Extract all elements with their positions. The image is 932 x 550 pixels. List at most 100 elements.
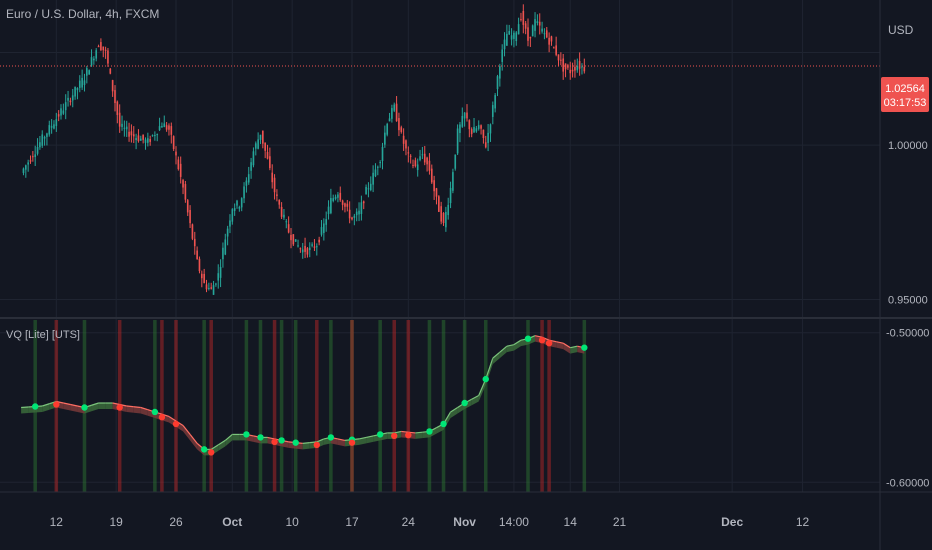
candle-body[interactable] [285,221,288,223]
candle-body[interactable] [346,203,349,207]
candle-body[interactable] [315,246,318,248]
candle-body[interactable] [100,42,102,51]
candle-body[interactable] [391,108,393,119]
candle-body[interactable] [423,153,426,163]
candle-body[interactable] [102,46,105,51]
candle-body[interactable] [297,245,299,247]
candle-body[interactable] [337,194,339,198]
candle-body[interactable] [414,160,417,167]
candle-body[interactable] [71,95,74,101]
time-tick-label[interactable]: 19 [109,515,123,529]
candle-body[interactable] [320,227,323,235]
candle-body[interactable] [215,283,217,285]
candle-body[interactable] [36,146,39,154]
candle-body[interactable] [107,50,109,64]
candle-body[interactable] [522,11,525,25]
candle-body[interactable] [179,163,182,177]
candle-body[interactable] [374,169,377,177]
candle-body[interactable] [182,180,184,188]
candle-body[interactable] [46,133,48,137]
candle-body[interactable] [32,156,34,158]
candle-body[interactable] [252,151,255,166]
candle-body[interactable] [64,102,67,111]
candle-body[interactable] [306,248,309,255]
candle-body[interactable] [93,58,95,61]
candle-body[interactable] [262,130,264,144]
candle-body[interactable] [334,196,337,199]
candle-body[interactable] [233,208,236,211]
candle-body[interactable] [318,239,320,243]
candle-body[interactable] [426,157,428,165]
candle-body[interactable] [529,36,532,39]
candle-body[interactable] [365,186,367,195]
candle-body[interactable] [210,287,213,289]
candle-body[interactable] [156,134,159,136]
candle-body[interactable] [236,200,238,206]
time-tick-label[interactable]: Oct [222,515,242,529]
candle-body[interactable] [548,37,550,45]
candle-body[interactable] [308,247,311,251]
candle-body[interactable] [205,284,208,290]
candle-body[interactable] [463,112,466,119]
candle-body[interactable] [259,134,262,140]
candle-body[interactable] [407,152,410,154]
candle-body[interactable] [564,63,567,70]
candle-body[interactable] [172,136,175,150]
candle-body[interactable] [520,19,522,21]
candle-body[interactable] [264,142,266,151]
candle-body[interactable] [470,129,473,135]
candle-body[interactable] [358,210,360,215]
candle-body[interactable] [196,250,198,260]
candle-body[interactable] [386,123,389,135]
price-axis-ticks[interactable]: 1.00000 0.95000 -0.50000 -0.60000 [886,140,929,489]
candle-body[interactable] [473,126,475,133]
candle-body[interactable] [177,159,180,170]
candle-body[interactable] [330,198,332,214]
candle-body[interactable] [147,138,149,143]
candle-body[interactable] [43,137,46,139]
candle-body[interactable] [409,155,412,157]
candle-body[interactable] [184,184,187,200]
indicator-label[interactable]: VQ [Lite] [UTS] [6,329,80,341]
candle-body[interactable] [482,129,485,138]
candle-body[interactable] [412,164,414,166]
candle-body[interactable] [158,126,161,131]
candle-body[interactable] [491,105,494,117]
candle-body[interactable] [203,273,205,283]
candle-body[interactable] [83,80,86,86]
candle-body[interactable] [116,101,119,115]
candle-body[interactable] [247,174,250,183]
candle-body[interactable] [57,114,60,117]
candle-body[interactable] [503,39,506,50]
candle-body[interactable] [39,142,41,148]
symbol-title[interactable]: Euro / U.S. Dollar, 4h, FXCM [6,7,159,21]
candle-body[interactable] [208,287,210,289]
candle-body[interactable] [121,123,123,127]
candle-body[interactable] [531,25,534,37]
candle-body[interactable] [484,142,487,148]
candle-body[interactable] [132,134,135,137]
candle-body[interactable] [257,139,259,149]
candle-body[interactable] [508,31,511,35]
candle-body[interactable] [283,214,285,218]
candle-body[interactable] [27,162,29,165]
candle-body[interactable] [76,88,79,91]
candle-body[interactable] [250,162,252,171]
candle-body[interactable] [557,54,560,61]
candle-body[interactable] [287,224,290,233]
candle-body[interactable] [344,203,346,207]
candle-body[interactable] [254,143,257,149]
candle-body[interactable] [292,234,295,245]
candle-body[interactable] [294,239,297,242]
candle-body[interactable] [231,209,234,222]
candle-body[interactable] [435,188,438,197]
time-axis-ticks[interactable]: 12 19 26 Oct 10 17 24 Nov 14:00 14 21 Dec 12 [50,515,810,529]
candle-body[interactable] [55,119,58,126]
candle-body[interactable] [545,30,548,38]
candle-body[interactable] [280,206,283,217]
candle-body[interactable] [325,219,328,225]
time-tick-label[interactable]: 24 [402,515,416,529]
candle-body[interactable] [273,177,276,193]
candle-body[interactable] [323,223,325,233]
